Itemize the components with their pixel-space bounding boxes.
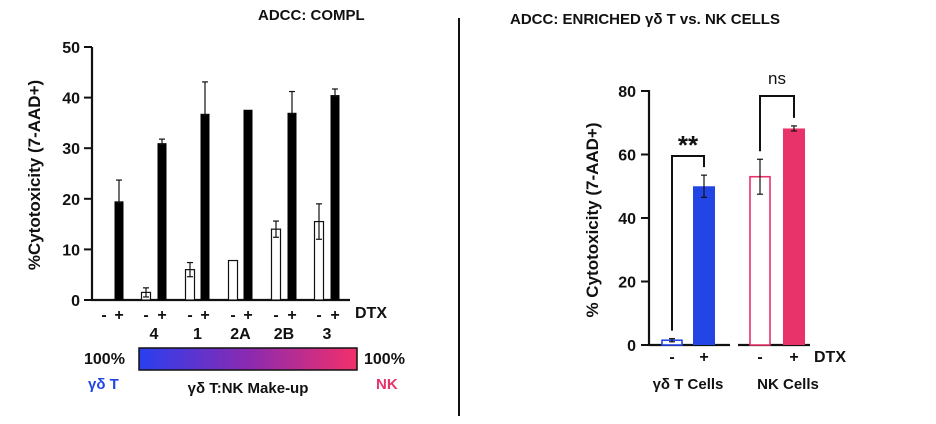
right-group-label: NK Cells [757,376,819,393]
right-significance-label: ** [678,130,699,160]
makeup-left-pct: 100% [84,351,125,368]
makeup-gradient-bar [138,347,358,371]
left-y-tick-label: 20 [62,192,80,209]
left-bar-plus [330,95,340,300]
right-dtx-label: DTX [814,349,846,366]
left-dtx-plus-sign: + [330,307,339,324]
left-y-axis-label: %Cytotoxicity (7-AAD+) [25,80,44,270]
right-dtx-signs: - + - + [669,349,798,366]
left-chart-title: ADCC: COMPL [258,7,365,24]
left-bar-plus [287,112,297,300]
left-dtx-plus-sign: + [243,307,252,324]
right-bars [661,125,805,346]
left-y-tick-label: 50 [62,40,80,57]
left-dtx-minus-sign: - [187,307,192,324]
right-group-labels: γδ T Cells NK Cells [653,376,819,393]
makeup-caption: γδ T:NK Make-up [188,380,309,397]
left-group-label: 2B [274,326,294,343]
left-y-tick-label: 30 [62,141,80,158]
right-dtx-minus-sign: - [757,349,762,366]
right-significance-label: ns [768,69,786,88]
left-dtx-signs: - + - + - + - + - + - + [101,307,339,324]
left-dtx-plus-sign: + [287,307,296,324]
left-group-labels: 4 1 2A 2B 3 [150,326,332,343]
left-dtx-minus-sign: - [273,307,278,324]
right-dtx-plus-sign: + [789,349,798,366]
left-bar-plus [200,113,210,301]
left-axes [90,47,350,302]
right-y-tick-label: 80 [618,84,636,101]
right-chart-title: ADCC: ENRICHED γδ T vs. NK CELLS [510,11,780,28]
left-dtx-minus-sign: - [230,307,235,324]
right-dtx-minus-sign: - [669,349,674,366]
left-y-tick-label: 10 [62,242,80,259]
left-group-label: 3 [323,326,332,343]
right-significance-bracket [759,95,795,152]
left-bar-plus [157,143,167,300]
left-bar-minus [227,259,239,301]
right-significance-bracket [671,155,705,331]
left-dtx-plus-sign: + [114,307,123,324]
right-y-tick-label: 20 [618,275,636,292]
right-dtx-plus-sign: + [699,349,708,366]
left-dtx-plus-sign: + [200,307,209,324]
right-y-ticks: 0 20 40 60 80 [618,84,649,355]
left-bar-plus [114,201,124,300]
right-bar-plus [693,186,715,345]
right-bar-minus [749,175,771,346]
left-dtx-plus-sign: + [157,307,166,324]
left-dtx-minus-sign: - [316,307,321,324]
left-bar-plus [243,109,253,300]
left-bar-minus [270,228,282,301]
right-significance: ** ns [671,69,795,331]
left-chart: ADCC: COMPL %Cytotoxicity (7-AAD+) 0 10 20… [25,7,405,397]
left-bars [114,81,340,301]
right-y-axis-label: % Cytotoxicity (7-AAD+) [583,122,602,317]
left-group-label: 1 [193,326,202,343]
right-group-label: γδ T Cells [653,376,724,393]
left-y-tick-label: 40 [62,91,80,108]
makeup-right-label: NK [376,376,398,393]
right-y-tick-label: 40 [618,211,636,228]
right-y-tick-label: 60 [618,148,636,165]
right-bar-plus [783,128,805,345]
right-y-tick-label: 0 [627,338,636,355]
left-group-label: 4 [150,326,159,343]
left-dtx-label: DTX [355,305,387,322]
left-dtx-minus-sign: - [101,307,106,324]
left-group-label: 2A [230,326,251,343]
left-y-ticks: 0 10 20 30 40 50 [62,40,92,310]
left-y-tick-label: 0 [71,293,80,310]
makeup-right-pct: 100% [364,351,405,368]
right-chart: ADCC: ENRICHED γδ T vs. NK CELLS % Cytot… [510,11,846,393]
makeup-left-label: γδ T [88,376,119,393]
left-dtx-minus-sign: - [143,307,148,324]
